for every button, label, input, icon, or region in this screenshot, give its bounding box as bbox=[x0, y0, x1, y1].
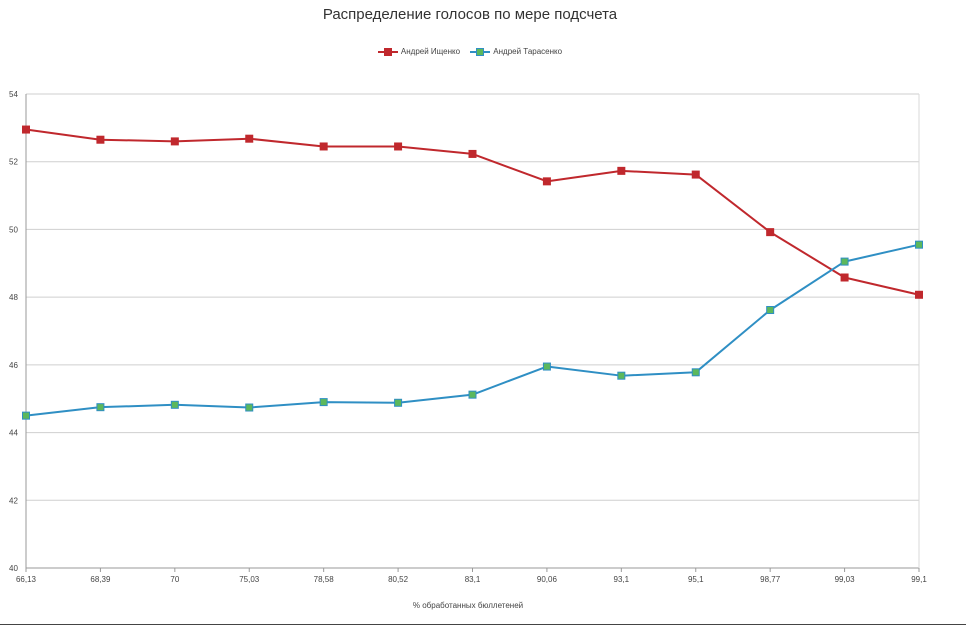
x-tick-label: 66,13 bbox=[16, 575, 37, 584]
y-tick-label: 42 bbox=[9, 496, 18, 505]
data-point-series-1 bbox=[915, 290, 923, 299]
x-tick-label: 78,58 bbox=[314, 575, 335, 584]
data-point-series-1 bbox=[766, 228, 775, 237]
bottom-rule bbox=[0, 624, 966, 625]
data-point-series-2 bbox=[468, 390, 477, 399]
y-tick-label: 48 bbox=[9, 293, 18, 302]
data-point-series-1 bbox=[22, 125, 30, 134]
data-point-series-2 bbox=[617, 371, 626, 380]
data-point-series-2 bbox=[245, 403, 254, 412]
x-tick-label: 70 bbox=[170, 575, 179, 584]
series-line-2 bbox=[25, 243, 920, 417]
y-tick-label: 52 bbox=[9, 158, 18, 167]
legend: Андрей Ищенко Андрей Тарасенко bbox=[0, 47, 940, 57]
x-tick-label: 83,1 bbox=[465, 575, 481, 584]
x-tick-label: 99,1 bbox=[911, 575, 927, 584]
data-point-series-2 bbox=[766, 306, 775, 315]
legend-item-series-2: Андрей Тарасенко bbox=[470, 47, 562, 56]
data-point-series-2 bbox=[96, 403, 105, 412]
y-tick-label: 44 bbox=[9, 429, 18, 438]
data-point-series-2 bbox=[319, 398, 328, 407]
data-point-series-2 bbox=[542, 362, 551, 371]
data-point-series-2 bbox=[840, 257, 849, 266]
chart-title: Распределение голосов по мере подсчета bbox=[322, 6, 618, 23]
data-point-series-1 bbox=[96, 135, 105, 144]
x-tick-label: 80,52 bbox=[388, 575, 409, 584]
x-tick-label: 75,03 bbox=[239, 575, 260, 584]
x-axis-label: % обработанных бюллетеней bbox=[413, 601, 523, 610]
x-tick-label: 68,39 bbox=[90, 575, 111, 584]
data-point-series-1 bbox=[394, 142, 403, 151]
x-tick-label: 99,03 bbox=[835, 575, 856, 584]
data-point-series-2 bbox=[394, 398, 403, 407]
data-point-series-1 bbox=[170, 137, 179, 146]
y-tick-label: 50 bbox=[9, 225, 18, 234]
data-point-series-1 bbox=[617, 166, 626, 175]
x-tick-label: 90,06 bbox=[537, 575, 558, 584]
x-tick-label: 93,1 bbox=[614, 575, 630, 584]
x-tick-label: 95,1 bbox=[688, 575, 704, 584]
legend-label-series-2: Андрей Тарасенко bbox=[493, 47, 563, 56]
data-point-series-2 bbox=[691, 368, 700, 377]
data-point-series-2 bbox=[22, 411, 30, 420]
data-point-series-2 bbox=[170, 400, 179, 409]
y-tick-label: 46 bbox=[9, 361, 18, 370]
legend-swatch-series-1 bbox=[377, 48, 398, 55]
legend-swatch-series-2 bbox=[470, 48, 491, 55]
series-layer bbox=[22, 125, 923, 420]
data-point-series-1 bbox=[319, 142, 328, 151]
data-point-series-1 bbox=[468, 149, 477, 158]
y-tick-label: 40 bbox=[9, 564, 18, 573]
legend-label-series-1: Андрей Ищенко bbox=[400, 47, 461, 56]
axes: 40 42 44 46 48 50 52 54 66,13 68,39 70 75,03 78,58 80… bbox=[9, 90, 927, 584]
data-point-series-1 bbox=[691, 170, 700, 179]
data-point-series-2 bbox=[915, 240, 923, 249]
x-tick-label: 98,77 bbox=[760, 575, 781, 584]
legend-item-series-1: Андрей Ищенко bbox=[377, 47, 461, 56]
data-point-series-1 bbox=[840, 273, 849, 282]
grid bbox=[26, 93, 919, 569]
y-tick-label: 54 bbox=[9, 90, 18, 99]
data-point-series-1 bbox=[245, 134, 254, 143]
data-point-series-1 bbox=[542, 177, 551, 186]
